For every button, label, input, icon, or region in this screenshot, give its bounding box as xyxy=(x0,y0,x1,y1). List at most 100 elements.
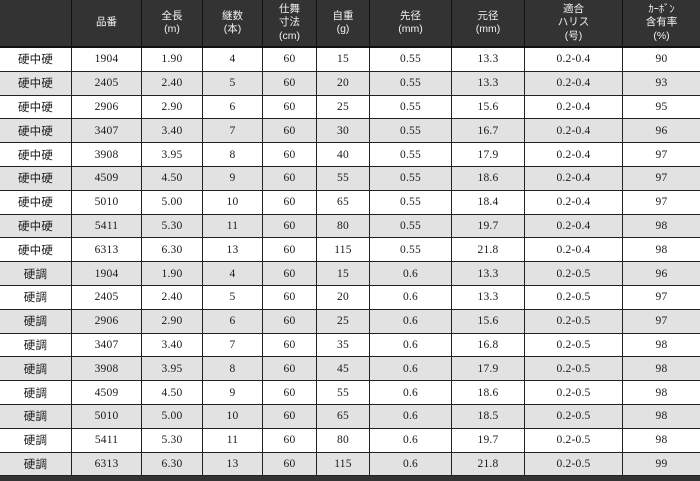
cell-full-length: 2.40 xyxy=(142,285,203,310)
cell-full-length: 4.50 xyxy=(142,381,203,405)
cell-butt-diameter: 18.5 xyxy=(452,404,525,429)
cell-line-rating: 0.2-0.5 xyxy=(525,452,623,477)
table-row: 硬中硬 5411 5.30 11 60 80 0.55 19.7 0.2-0.4 98 xyxy=(0,214,700,239)
table-body: 硬中硬 1904 1.90 4 60 15 0.55 13.3 0.2-0.4 90 硬中硬 2405… xyxy=(0,48,700,477)
cell-model-number: 5411 xyxy=(72,428,142,453)
cell-line-rating: 0.2-0.4 xyxy=(525,143,623,167)
cell-sections: 7 xyxy=(203,333,263,358)
cell-carbon-content: 96 xyxy=(623,119,700,144)
cell-tip-diameter: 0.55 xyxy=(370,190,452,215)
cell-sections: 10 xyxy=(203,190,263,215)
cell-line-rating: 0.2-0.5 xyxy=(525,285,623,310)
cell-butt-diameter: 15.6 xyxy=(452,309,525,334)
cell-butt-diameter: 21.8 xyxy=(452,452,525,477)
cell-line-rating: 0.2-0.4 xyxy=(525,48,623,72)
column-header-full-length: 全長 (m) xyxy=(142,0,203,46)
table-row: 硬中硬 5010 5.00 10 60 65 0.55 18.4 0.2-0.4 97 xyxy=(0,190,700,215)
cell-butt-diameter: 15.6 xyxy=(452,95,525,120)
cell-line-rating: 0.2-0.5 xyxy=(525,262,623,286)
cell-line-rating: 0.2-0.5 xyxy=(525,333,623,358)
cell-closed-length: 60 xyxy=(263,381,317,405)
cell-carbon-content: 97 xyxy=(623,310,700,334)
cell-line-rating: 0.2-0.4 xyxy=(525,214,623,239)
cell-model-number: 3908 xyxy=(72,357,142,382)
cell-closed-length: 60 xyxy=(263,357,317,382)
cell-tip-diameter: 0.55 xyxy=(370,214,452,239)
cell-stiffness: 硬調 xyxy=(0,333,72,358)
cell-weight: 80 xyxy=(317,428,370,453)
cell-model-number: 2906 xyxy=(72,309,142,334)
cell-weight: 65 xyxy=(317,404,370,429)
cell-model-number: 1904 xyxy=(72,48,142,72)
cell-line-rating: 0.2-0.5 xyxy=(525,309,623,334)
column-header-line-rating: 適合 ハリス (号) xyxy=(525,0,623,46)
table-row: 硬中硬 2405 2.40 5 60 20 0.55 13.3 0.2-0.4 93 xyxy=(0,71,700,96)
cell-stiffness: 硬中硬 xyxy=(0,119,72,144)
table-row: 硬中硬 3908 3.95 8 60 40 0.55 17.9 0.2-0.4 97 xyxy=(0,143,700,167)
cell-weight: 55 xyxy=(317,166,370,191)
cell-line-rating: 0.2-0.4 xyxy=(525,190,623,215)
cell-weight: 80 xyxy=(317,214,370,239)
cell-line-rating: 0.2-0.5 xyxy=(525,428,623,453)
cell-tip-diameter: 0.55 xyxy=(370,238,452,263)
cell-model-number: 5010 xyxy=(72,404,142,429)
cell-weight: 40 xyxy=(317,143,370,167)
table-row: 硬調 4509 4.50 9 60 55 0.6 18.6 0.2-0.5 98 xyxy=(0,381,700,405)
cell-model-number: 5010 xyxy=(72,190,142,215)
cell-full-length: 1.90 xyxy=(142,48,203,72)
cell-full-length: 5.30 xyxy=(142,214,203,239)
cell-model-number: 6313 xyxy=(72,452,142,477)
cell-tip-diameter: 0.55 xyxy=(370,48,452,72)
cell-butt-diameter: 13.3 xyxy=(452,48,525,72)
cell-model-number: 3407 xyxy=(72,333,142,358)
table-header-row: 品番 全長 (m) 継数 (本) 仕舞 寸法 (cm) 自重 (g) 先径 (mm) 元径 … xyxy=(0,0,700,48)
cell-butt-diameter: 13.3 xyxy=(452,262,525,286)
cell-full-length: 5.30 xyxy=(142,428,203,453)
column-header-sections: 継数 (本) xyxy=(203,0,263,46)
cell-full-length: 6.30 xyxy=(142,452,203,477)
cell-sections: 9 xyxy=(203,381,263,405)
cell-weight: 15 xyxy=(317,262,370,286)
cell-full-length: 2.90 xyxy=(142,309,203,334)
cell-closed-length: 60 xyxy=(263,119,317,144)
cell-closed-length: 60 xyxy=(263,214,317,239)
cell-tip-diameter: 0.6 xyxy=(370,357,452,382)
column-header-weight: 自重 (g) xyxy=(317,0,370,46)
column-header-stiffness xyxy=(0,0,72,46)
cell-closed-length: 60 xyxy=(263,309,317,334)
cell-butt-diameter: 17.9 xyxy=(452,357,525,382)
cell-sections: 11 xyxy=(203,214,263,239)
table-row: 硬調 6313 6.30 13 60 115 0.6 21.8 0.2-0.5 99 xyxy=(0,452,700,477)
table-row: 硬調 3407 3.40 7 60 35 0.6 16.8 0.2-0.5 98 xyxy=(0,333,700,358)
cell-stiffness: 硬中硬 xyxy=(0,166,72,191)
cell-sections: 13 xyxy=(203,452,263,477)
cell-full-length: 2.90 xyxy=(142,95,203,120)
cell-carbon-content: 98 xyxy=(623,215,700,239)
cell-weight: 30 xyxy=(317,119,370,144)
cell-sections: 4 xyxy=(203,262,263,286)
cell-carbon-content: 97 xyxy=(623,191,700,215)
cell-full-length: 5.00 xyxy=(142,190,203,215)
table-row: 硬調 2906 2.90 6 60 25 0.6 15.6 0.2-0.5 97 xyxy=(0,309,700,334)
cell-line-rating: 0.2-0.4 xyxy=(525,95,623,120)
cell-weight: 55 xyxy=(317,381,370,405)
cell-sections: 8 xyxy=(203,143,263,167)
cell-weight: 15 xyxy=(317,48,370,72)
cell-weight: 35 xyxy=(317,333,370,358)
cell-stiffness: 硬中硬 xyxy=(0,95,72,120)
cell-line-rating: 0.2-0.5 xyxy=(525,357,623,382)
cell-model-number: 4509 xyxy=(72,166,142,191)
cell-model-number: 4509 xyxy=(72,381,142,405)
cell-line-rating: 0.2-0.4 xyxy=(525,71,623,96)
cell-carbon-content: 96 xyxy=(623,262,700,286)
cell-butt-diameter: 16.7 xyxy=(452,119,525,144)
cell-model-number: 5411 xyxy=(72,214,142,239)
cell-full-length: 6.30 xyxy=(142,238,203,263)
cell-full-length: 4.50 xyxy=(142,166,203,191)
cell-stiffness: 硬調 xyxy=(0,285,72,310)
cell-butt-diameter: 19.7 xyxy=(452,428,525,453)
cell-full-length: 3.95 xyxy=(142,357,203,382)
column-header-closed-length: 仕舞 寸法 (cm) xyxy=(263,0,317,46)
column-header-butt-diameter: 元径 (mm) xyxy=(452,0,525,46)
cell-sections: 8 xyxy=(203,357,263,382)
